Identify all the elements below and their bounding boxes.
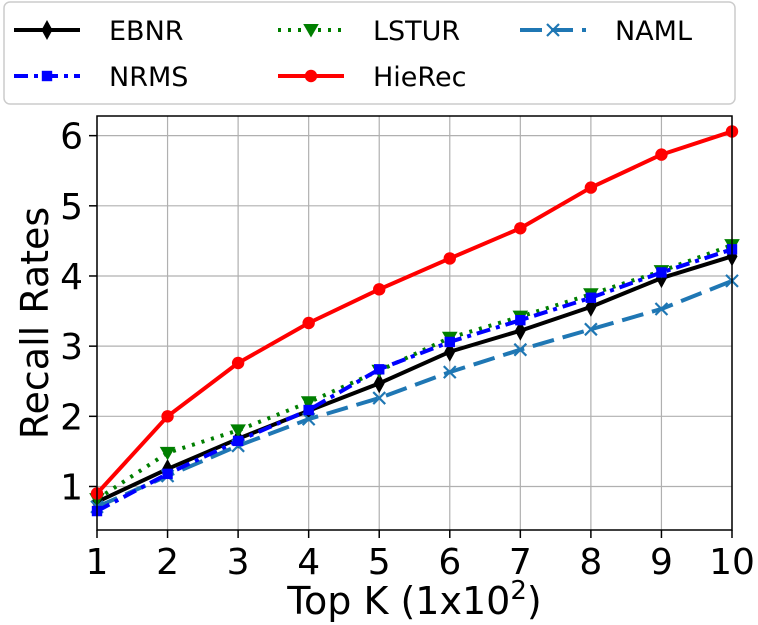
data-point-marker xyxy=(444,336,455,348)
legend: EBNR LSTUR NAML NRMS HieRec xyxy=(3,1,736,105)
x-axis-label-close: ) xyxy=(527,579,542,623)
series-line xyxy=(96,279,733,509)
x-tick-label: 2 xyxy=(156,542,179,583)
x-axis-label-main: Top K (1x10 xyxy=(286,579,510,623)
data-point-marker xyxy=(513,342,528,357)
plot-frame xyxy=(96,115,733,531)
data-point-marker xyxy=(230,424,246,438)
data-point-marker xyxy=(162,468,173,480)
data-point-marker xyxy=(41,20,53,40)
legend-label: LSTUR xyxy=(373,16,460,47)
data-point-marker xyxy=(374,364,385,375)
data-point-marker xyxy=(159,446,176,461)
x-tick-label: 6 xyxy=(438,542,461,583)
legend-item-hierec: HieRec xyxy=(278,62,466,93)
series-naml xyxy=(90,274,739,514)
data-point-marker xyxy=(655,148,668,161)
x-tick-label: 3 xyxy=(227,542,250,583)
series-layer xyxy=(89,125,740,517)
legend-box xyxy=(3,1,736,105)
y-tick-label: 4 xyxy=(60,257,83,298)
series-line xyxy=(96,254,733,504)
data-point-marker xyxy=(41,70,53,82)
data-point-marker xyxy=(373,283,386,296)
x-tick-label: 9 xyxy=(650,542,673,583)
data-point-marker xyxy=(303,24,319,38)
legend-label: EBNR xyxy=(109,16,184,47)
x-tick-label: 8 xyxy=(579,542,602,583)
y-tick-label: 1 xyxy=(60,467,83,508)
data-point-marker xyxy=(232,435,244,447)
y-tick-label: 2 xyxy=(60,397,83,438)
ticks: 1 2 3 4 5 6 7 8 9 10 1 2 3 4 5 6 xyxy=(60,117,755,583)
data-point-marker xyxy=(304,69,318,83)
x-axis-label: Top K (1x102) xyxy=(286,576,541,623)
data-point-marker xyxy=(584,322,598,337)
series-line xyxy=(95,243,733,501)
y-axis-label: Recall Rates xyxy=(13,207,57,439)
data-point-marker xyxy=(656,267,667,278)
data-point-marker xyxy=(514,222,527,235)
y-tick-label: 5 xyxy=(60,187,83,228)
x-tick-label: 7 xyxy=(509,542,532,583)
data-point-marker xyxy=(584,181,598,194)
legend-item-ebnr: EBNR xyxy=(14,16,184,47)
data-point-marker xyxy=(373,373,385,394)
data-point-marker xyxy=(515,314,526,326)
data-point-marker xyxy=(443,365,457,379)
legend-label: NAML xyxy=(615,16,692,47)
data-point-marker xyxy=(654,302,669,316)
data-point-marker xyxy=(300,396,317,410)
data-point-marker xyxy=(303,404,314,416)
x-tick-label: 10 xyxy=(709,542,755,583)
legend-item-nrms: NRMS xyxy=(14,62,188,93)
data-point-marker xyxy=(161,410,174,423)
y-tick-label: 3 xyxy=(60,327,83,368)
data-point-marker xyxy=(514,320,526,341)
x-tick-label: 4 xyxy=(297,542,320,583)
series-hierec xyxy=(90,125,739,500)
data-point-marker xyxy=(302,316,315,330)
series-line xyxy=(96,247,733,513)
series-ebnr xyxy=(91,246,738,512)
series-line xyxy=(95,129,733,495)
legend-item-lstur: LSTUR xyxy=(278,16,460,47)
x-axis-label-superscript: 2 xyxy=(510,576,527,606)
data-point-marker xyxy=(372,391,386,405)
data-point-marker xyxy=(231,356,245,370)
data-point-marker xyxy=(546,23,560,37)
y-tick-label: 6 xyxy=(60,117,83,158)
data-point-marker xyxy=(443,252,456,265)
x-tick-label: 1 xyxy=(86,542,109,583)
grid xyxy=(96,116,733,530)
legend-item-naml: NAML xyxy=(520,16,692,47)
legend-label: HieRec xyxy=(373,62,466,93)
x-tick-label: 5 xyxy=(368,542,391,583)
data-point-marker xyxy=(585,292,597,303)
legend-label: NRMS xyxy=(109,62,188,93)
